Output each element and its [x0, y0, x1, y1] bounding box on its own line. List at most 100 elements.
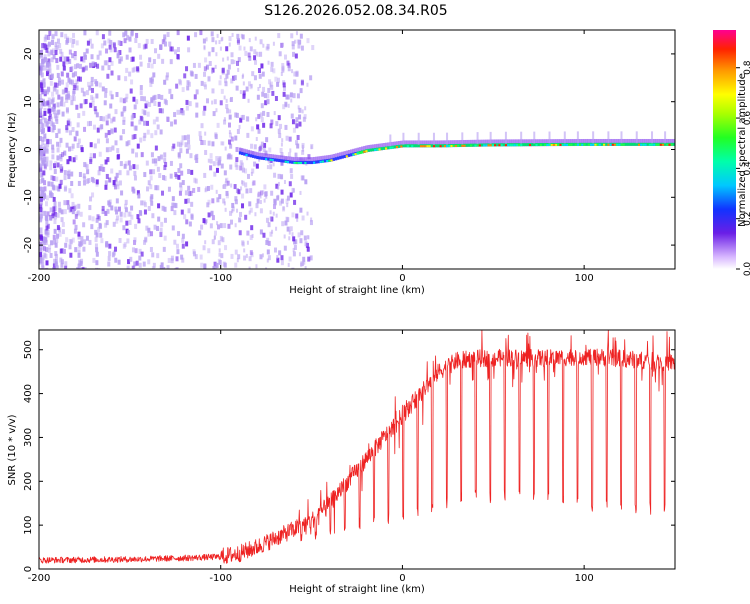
spectrogram-noise-cell: [142, 96, 146, 102]
spectrogram-noise-cell: [245, 253, 248, 258]
spectrogram-noise-cell: [300, 230, 304, 236]
spectrogram-noise-cell: [118, 180, 122, 186]
spectrogram-noise-cell: [70, 180, 74, 186]
spectrogram-noise-cell: [39, 200, 43, 206]
spectrogram-noise-cell: [261, 253, 264, 258]
spectrogram-noise-cell: [142, 136, 146, 142]
spectrogram-noise-cell: [147, 62, 151, 68]
spectrogram-noise-cell: [54, 116, 58, 122]
spectrogram-noise-cell: [150, 98, 154, 104]
spectrogram-noise-cell: [293, 244, 297, 250]
spectrogram-noise-cell: [261, 71, 265, 77]
spectrogram-noise-cell: [132, 188, 136, 194]
spectrogram-signal-cell: [413, 144, 416, 148]
spectrogram-noise-cell: [135, 32, 139, 38]
spectrogram-noise-cell: [82, 91, 86, 97]
spectrogram-noise-cell: [41, 114, 45, 120]
spectrogram-noise-cell: [243, 46, 246, 51]
spectrogram-noise-cell: [97, 170, 101, 176]
spectrogram-noise-cell: [225, 98, 228, 103]
spectrogram-noise-cell: [129, 256, 133, 262]
spectrogram-noise-cell: [98, 222, 102, 228]
spectrogram-noise-cell: [233, 59, 236, 64]
spectrogram-noise-cell: [124, 203, 128, 209]
spectrogram-noise-cell: [65, 127, 69, 133]
spectrogram-noise-cell: [213, 99, 217, 105]
spectrogram-noise-cell: [264, 100, 268, 106]
spectrogram-noise-cell: [144, 43, 148, 49]
spectrogram-noise-cell: [102, 116, 106, 122]
spectrogram-signal-cell: [526, 143, 530, 147]
x-tick-label: 100: [575, 573, 594, 584]
spectrogram-noise-cell: [282, 104, 286, 110]
spectrogram-harmonic-cell: [592, 131, 595, 144]
spectrogram-signal-cell: [491, 144, 495, 147]
spectrogram-noise-cell: [161, 39, 165, 45]
spectrogram-signal-cell: [297, 161, 301, 164]
spectrogram-noise-cell: [231, 206, 235, 212]
spectrogram-noise-cell: [72, 157, 76, 163]
spectrogram-noise-cell: [187, 169, 191, 175]
spectrogram-signal-cell: [476, 144, 480, 147]
spectrogram-noise-cell: [54, 46, 58, 52]
spectrogram-noise-cell: [49, 216, 53, 222]
spectrogram-noise-cell: [258, 73, 262, 79]
y-tick-label: 0: [23, 566, 34, 572]
spectrogram-signal-cell: [640, 143, 644, 146]
spectrogram-noise-cell: [162, 175, 166, 181]
spectrogram-noise-cell: [251, 181, 254, 186]
spectrogram-noise-cell: [291, 44, 295, 50]
spectrogram-noise-cell: [199, 254, 203, 260]
spectrogram-noise-cell: [145, 100, 149, 106]
spectrogram-signal-cell: [323, 155, 327, 163]
spectrogram-noise-cell: [298, 114, 302, 120]
spectrogram-noise-cell: [39, 245, 43, 251]
spectrogram-noise-cell: [288, 230, 291, 235]
spectrogram-noise-cell: [90, 76, 94, 82]
spectrogram-noise-cell: [124, 97, 128, 103]
spectrogram-noise-cell: [163, 79, 167, 85]
spectrogram-signal-cell: [422, 145, 426, 148]
spectrogram-noise-cell: [271, 90, 275, 96]
spectrogram-noise-cell: [43, 117, 47, 123]
spectrogram-noise-cell: [222, 198, 226, 204]
spectrogram-noise-cell: [45, 161, 49, 167]
spectrogram-noise-cell: [253, 161, 257, 167]
spectrogram-noise-cell: [53, 82, 57, 88]
spectrogram-noise-cell: [110, 118, 114, 124]
spectrogram-signal-cell: [535, 139, 538, 147]
spectrogram-noise-cell: [144, 103, 148, 109]
spectrogram-noise-cell: [106, 73, 110, 79]
spectrogram-signal-cell: [406, 140, 410, 148]
spectrogram-noise-cell: [270, 84, 274, 90]
spectrogram-noise-cell: [69, 37, 73, 43]
spectrogram-noise-cell: [108, 57, 112, 63]
spectrogram-noise-cell: [72, 32, 76, 38]
spectrogram-noise-cell: [200, 80, 204, 86]
spectrogram-noise-cell: [163, 206, 167, 212]
spectrogram-noise-cell: [177, 231, 181, 237]
spectrogram-noise-cell: [114, 257, 118, 263]
spectrogram-noise-cell: [211, 69, 214, 74]
spectrogram-noise-cell: [105, 138, 109, 144]
spectrogram-noise-cell: [255, 163, 259, 169]
spectrogram-signal-cell: [666, 143, 670, 146]
spectrogram-signal-cell: [422, 140, 425, 148]
spectrogram-signal-cell: [347, 153, 351, 157]
spectrogram-signal-cell: [358, 151, 362, 154]
spectrogram-signal-cell: [365, 150, 369, 153]
spectrogram-signal-cell: [450, 144, 454, 147]
spectrogram-signal-cell: [430, 144, 434, 148]
spectrogram-noise-cell: [127, 211, 131, 217]
spectrogram-noise-cell: [262, 110, 266, 116]
spectrogram-noise-cell: [49, 192, 53, 198]
spectrogram-noise-cell: [263, 93, 267, 99]
spectrogram-noise-cell: [126, 35, 130, 41]
spectrogram-noise-cell: [257, 113, 261, 119]
spectrogram-noise-cell: [177, 153, 181, 159]
spectrogram-noise-cell: [248, 256, 252, 262]
spectrogram-noise-cell: [204, 240, 207, 245]
spectrogram-noise-cell: [63, 56, 67, 62]
spectrogram-noise-cell: [95, 260, 99, 266]
spectrogram-signal-cell: [446, 145, 450, 148]
